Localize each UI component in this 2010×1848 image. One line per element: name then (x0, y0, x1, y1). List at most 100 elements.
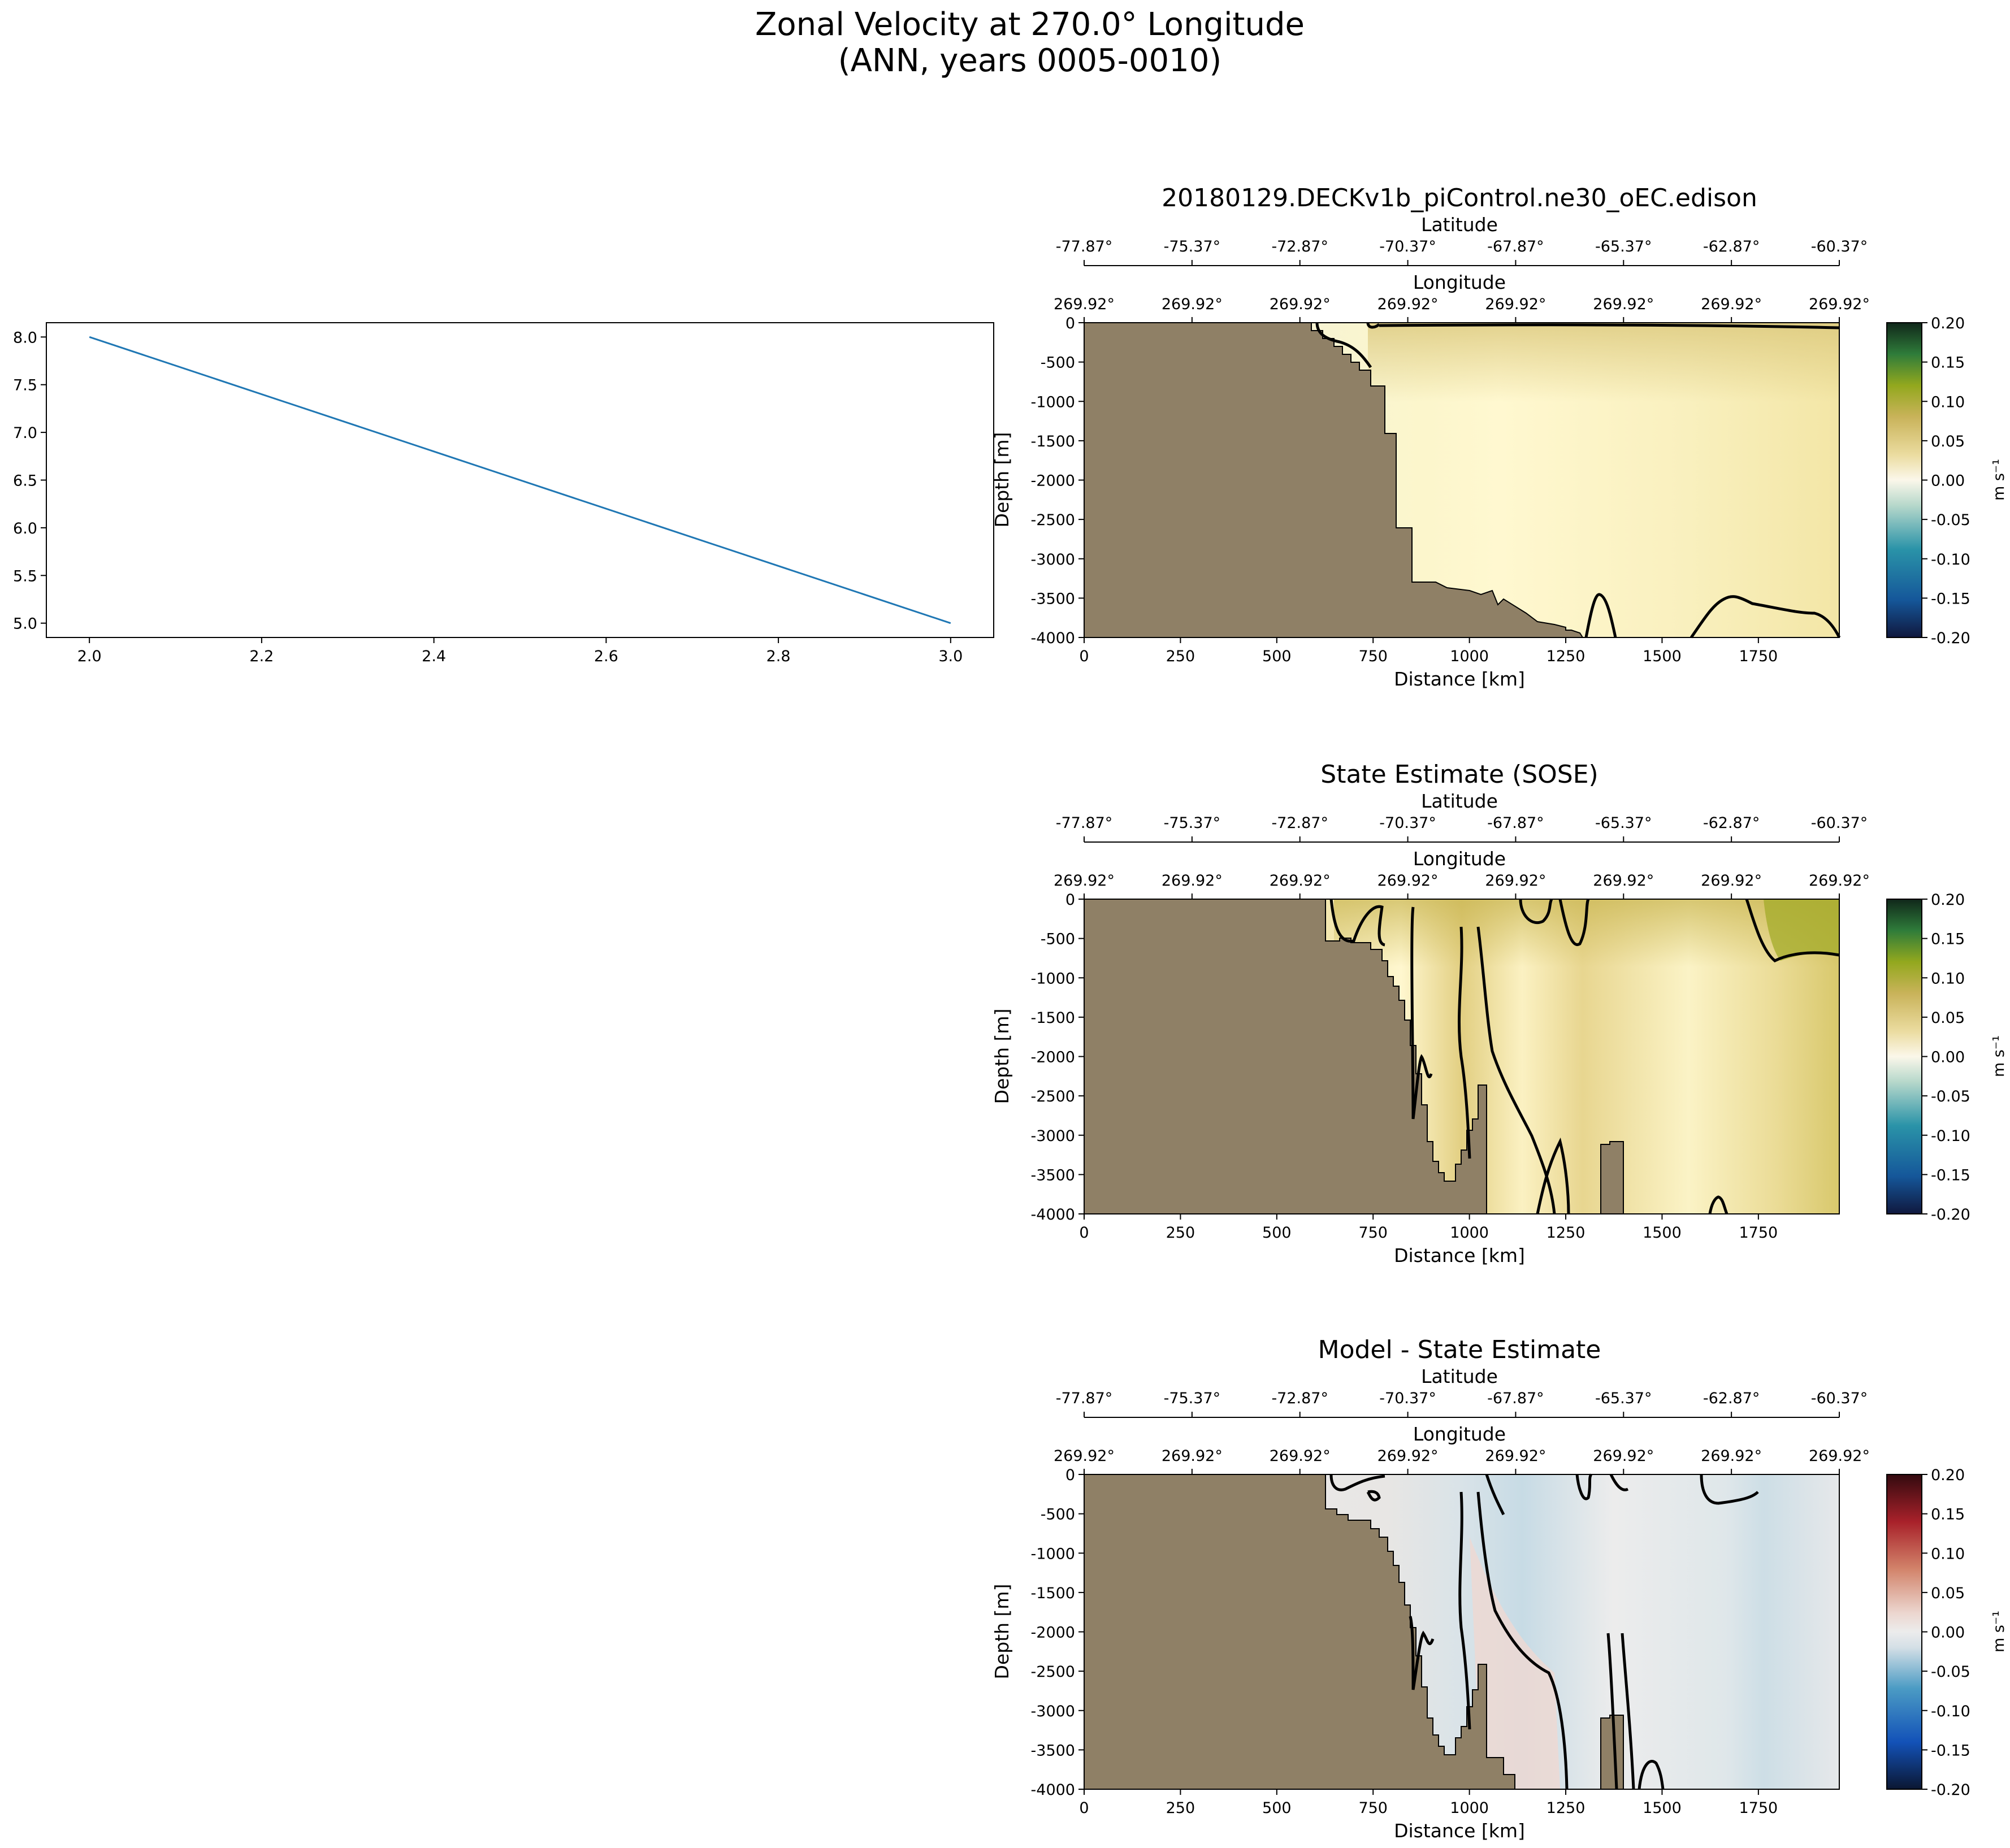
distance-tick-label: 1000 (1450, 1799, 1489, 1817)
colorbar-tick-label: -0.10 (1931, 551, 1970, 569)
ridge-difference (1600, 1715, 1624, 1790)
line-series (89, 336, 951, 624)
distance-tick-label: 750 (1358, 1224, 1388, 1242)
colorbar-tick-label: 0.10 (1931, 970, 1965, 987)
latitude-tick-label: -65.37° (1595, 814, 1652, 832)
colorbar-model: 0.20 0.15 0.10 0.05 0.00 -0.05 -0.10 -0.15 -0.20… (1886, 315, 2008, 647)
colorbar-units-label: m s⁻¹ (1990, 1035, 2008, 1077)
latitude-tick-label: -70.37° (1379, 1390, 1436, 1407)
latitude-tick-label: -67.87° (1487, 238, 1544, 255)
distance-tick-label: 250 (1166, 1224, 1195, 1242)
latitude-tick-label: -75.37° (1164, 238, 1221, 255)
distance-tick-label: 500 (1262, 1799, 1292, 1817)
depth-tick-label: -500 (1041, 354, 1075, 372)
colorbar-tick-label: -0.15 (1931, 1742, 1970, 1759)
latitude-tick-label: -72.87° (1271, 1390, 1328, 1407)
depth-tick-label: -2000 (1031, 1049, 1075, 1066)
panel-model: 20180129.DECKv1b_piControl.ne30_oEC.edis… (991, 184, 2008, 690)
line-plot-x-tick-label: 2.0 (77, 648, 102, 665)
distance-tick-label: 1250 (1547, 648, 1586, 665)
depth-tick-label: -500 (1041, 1506, 1075, 1524)
depth-ticks: 0 -500 -1000 -1500 -2000 -2500 -3000 -3500 -4000 (1031, 315, 1084, 647)
longitude-tick-label: 269.92° (1054, 296, 1115, 313)
depth-tick-label: -4000 (1031, 630, 1075, 647)
velocity-surface-layer-model (1368, 323, 1839, 402)
distance-tick-label: 0 (1079, 1799, 1089, 1817)
distance-ticks: 0 250 500 750 1000 1250 1500 1750 (1079, 1214, 1778, 1242)
distance-tick-label: 1750 (1739, 1224, 1778, 1242)
latitude-tick-label: -75.37° (1164, 1390, 1221, 1407)
line-plot-y-tick-label: 5.0 (13, 615, 37, 633)
longitude-tick-label: 269.92° (1809, 872, 1870, 890)
depth-tick-label: -2500 (1031, 1088, 1075, 1105)
distance-ticks: 0 250 500 750 1000 1250 1500 1750 (1079, 637, 1778, 665)
line-plot: 2.0 2.2 2.4 2.6 2.8 3.0 5.0 5.5 6.0 6.5 7.0 7.5 8.0 (13, 322, 994, 665)
depth-tick-label: -2000 (1031, 1624, 1075, 1642)
depth-tick-label: -2500 (1031, 511, 1075, 529)
longitude-tick-label: 269.92° (1270, 1447, 1331, 1465)
distance-tick-label: 1500 (1643, 1799, 1682, 1817)
longitude-tick-label: 269.92° (1054, 872, 1115, 890)
depth-axis-label: Depth [m] (991, 1009, 1013, 1104)
colorbar-ticks: 0.20 0.15 0.10 0.05 0.00 -0.05 -0.10 -0.15 -0.20 (1922, 1467, 1970, 1799)
latitude-ticks: -77.87° -75.37° -72.87° -70.37° -67.87° -65.3… (1056, 1390, 1868, 1417)
longitude-tick-label: 269.92° (1701, 872, 1762, 890)
line-plot-y-tick-label: 7.0 (13, 424, 37, 442)
distance-tick-label: 1500 (1643, 1224, 1682, 1242)
depth-tick-label: -4000 (1031, 1206, 1075, 1224)
longitude-tick-label: 269.92° (1270, 872, 1331, 890)
distance-tick-label: 750 (1358, 1799, 1388, 1817)
depth-ticks: 0 -500 -1000 -1500 -2000 -2500 -3000 -3500 -4000 (1031, 891, 1084, 1224)
colorbar-tick-label: 0.05 (1931, 1009, 1965, 1027)
zero-contour-difference (1329, 1473, 1759, 1790)
depth-tick-label: -1500 (1031, 1009, 1075, 1027)
depth-ticks: 0 -500 -1000 -1500 -2000 -2500 -3000 -3500 -4000 (1031, 1467, 1084, 1799)
colorbar-tick-label: -0.20 (1931, 630, 1970, 647)
latitude-tick-label: -65.37° (1595, 1390, 1652, 1407)
distance-tick-label: 1500 (1643, 648, 1682, 665)
distance-tick-label: 0 (1079, 1224, 1089, 1242)
colorbar-tick-label: 0.15 (1931, 931, 1965, 948)
longitude-tick-label: 269.92° (1162, 1447, 1223, 1465)
longitude-tick-label: 269.92° (1377, 296, 1439, 313)
colorbar-tick-label: -0.05 (1931, 1663, 1970, 1681)
longitude-ticks: 269.92° 269.92° 269.92° 269.92° 269.92° 269.9… (1054, 872, 1870, 899)
latitude-axis-label: Latitude (1421, 1365, 1498, 1387)
distance-axis-label: Distance [km] (1394, 1244, 1525, 1266)
distance-tick-label: 1000 (1450, 648, 1489, 665)
strong-jet-sose (1764, 899, 1839, 961)
distance-tick-label: 750 (1358, 648, 1388, 665)
panel-title-difference: Model - State Estimate (1318, 1335, 1601, 1364)
longitude-tick-label: 269.92° (1270, 296, 1331, 313)
longitude-tick-label: 269.92° (1809, 296, 1870, 313)
colorbar-tick-label: -0.05 (1931, 511, 1970, 529)
colorbar-units-label: m s⁻¹ (1990, 459, 2008, 501)
line-plot-x-tick-label: 2.8 (766, 648, 791, 665)
latitude-tick-label: -60.37° (1811, 1390, 1868, 1407)
colorbar-tick-label: 0.15 (1931, 1506, 1965, 1524)
depth-tick-label: -3000 (1031, 1703, 1075, 1720)
latitude-tick-label: -75.37° (1164, 814, 1221, 832)
panel-sose: State Estimate (SOSE) Latitude -77.87° -7… (991, 760, 2008, 1266)
plot-area-sose (1084, 898, 1840, 1214)
depth-tick-label: -3000 (1031, 551, 1075, 569)
depth-tick-label: -3500 (1031, 1166, 1075, 1184)
depth-axis-label: Depth [m] (991, 1584, 1013, 1680)
colorbar-tick-label: -0.20 (1931, 1781, 1970, 1799)
colorbar-gradient-difference (1886, 1474, 1922, 1790)
latitude-tick-label: -70.37° (1379, 238, 1436, 255)
distance-axis-label: Distance [km] (1394, 1820, 1525, 1842)
distance-tick-label: 500 (1262, 648, 1292, 665)
distance-tick-label: 1000 (1450, 1224, 1489, 1242)
line-plot-y-ticks: 5.0 5.5 6.0 6.5 7.0 7.5 8.0 (13, 329, 46, 633)
depth-tick-label: -4000 (1031, 1781, 1075, 1799)
longitude-axis-label: Longitude (1413, 271, 1506, 293)
line-plot-x-ticks: 2.0 2.2 2.4 2.6 2.8 3.0 (77, 637, 963, 665)
panel-title-sose: State Estimate (SOSE) (1320, 760, 1598, 789)
latitude-tick-label: -77.87° (1056, 814, 1113, 832)
latitude-tick-label: -77.87° (1056, 238, 1113, 255)
longitude-tick-label: 269.92° (1701, 296, 1762, 313)
zero-contour-model-deep (1584, 593, 1841, 639)
colorbar-tick-label: -0.15 (1931, 1166, 1970, 1184)
latitude-tick-label: -67.87° (1487, 1390, 1544, 1407)
